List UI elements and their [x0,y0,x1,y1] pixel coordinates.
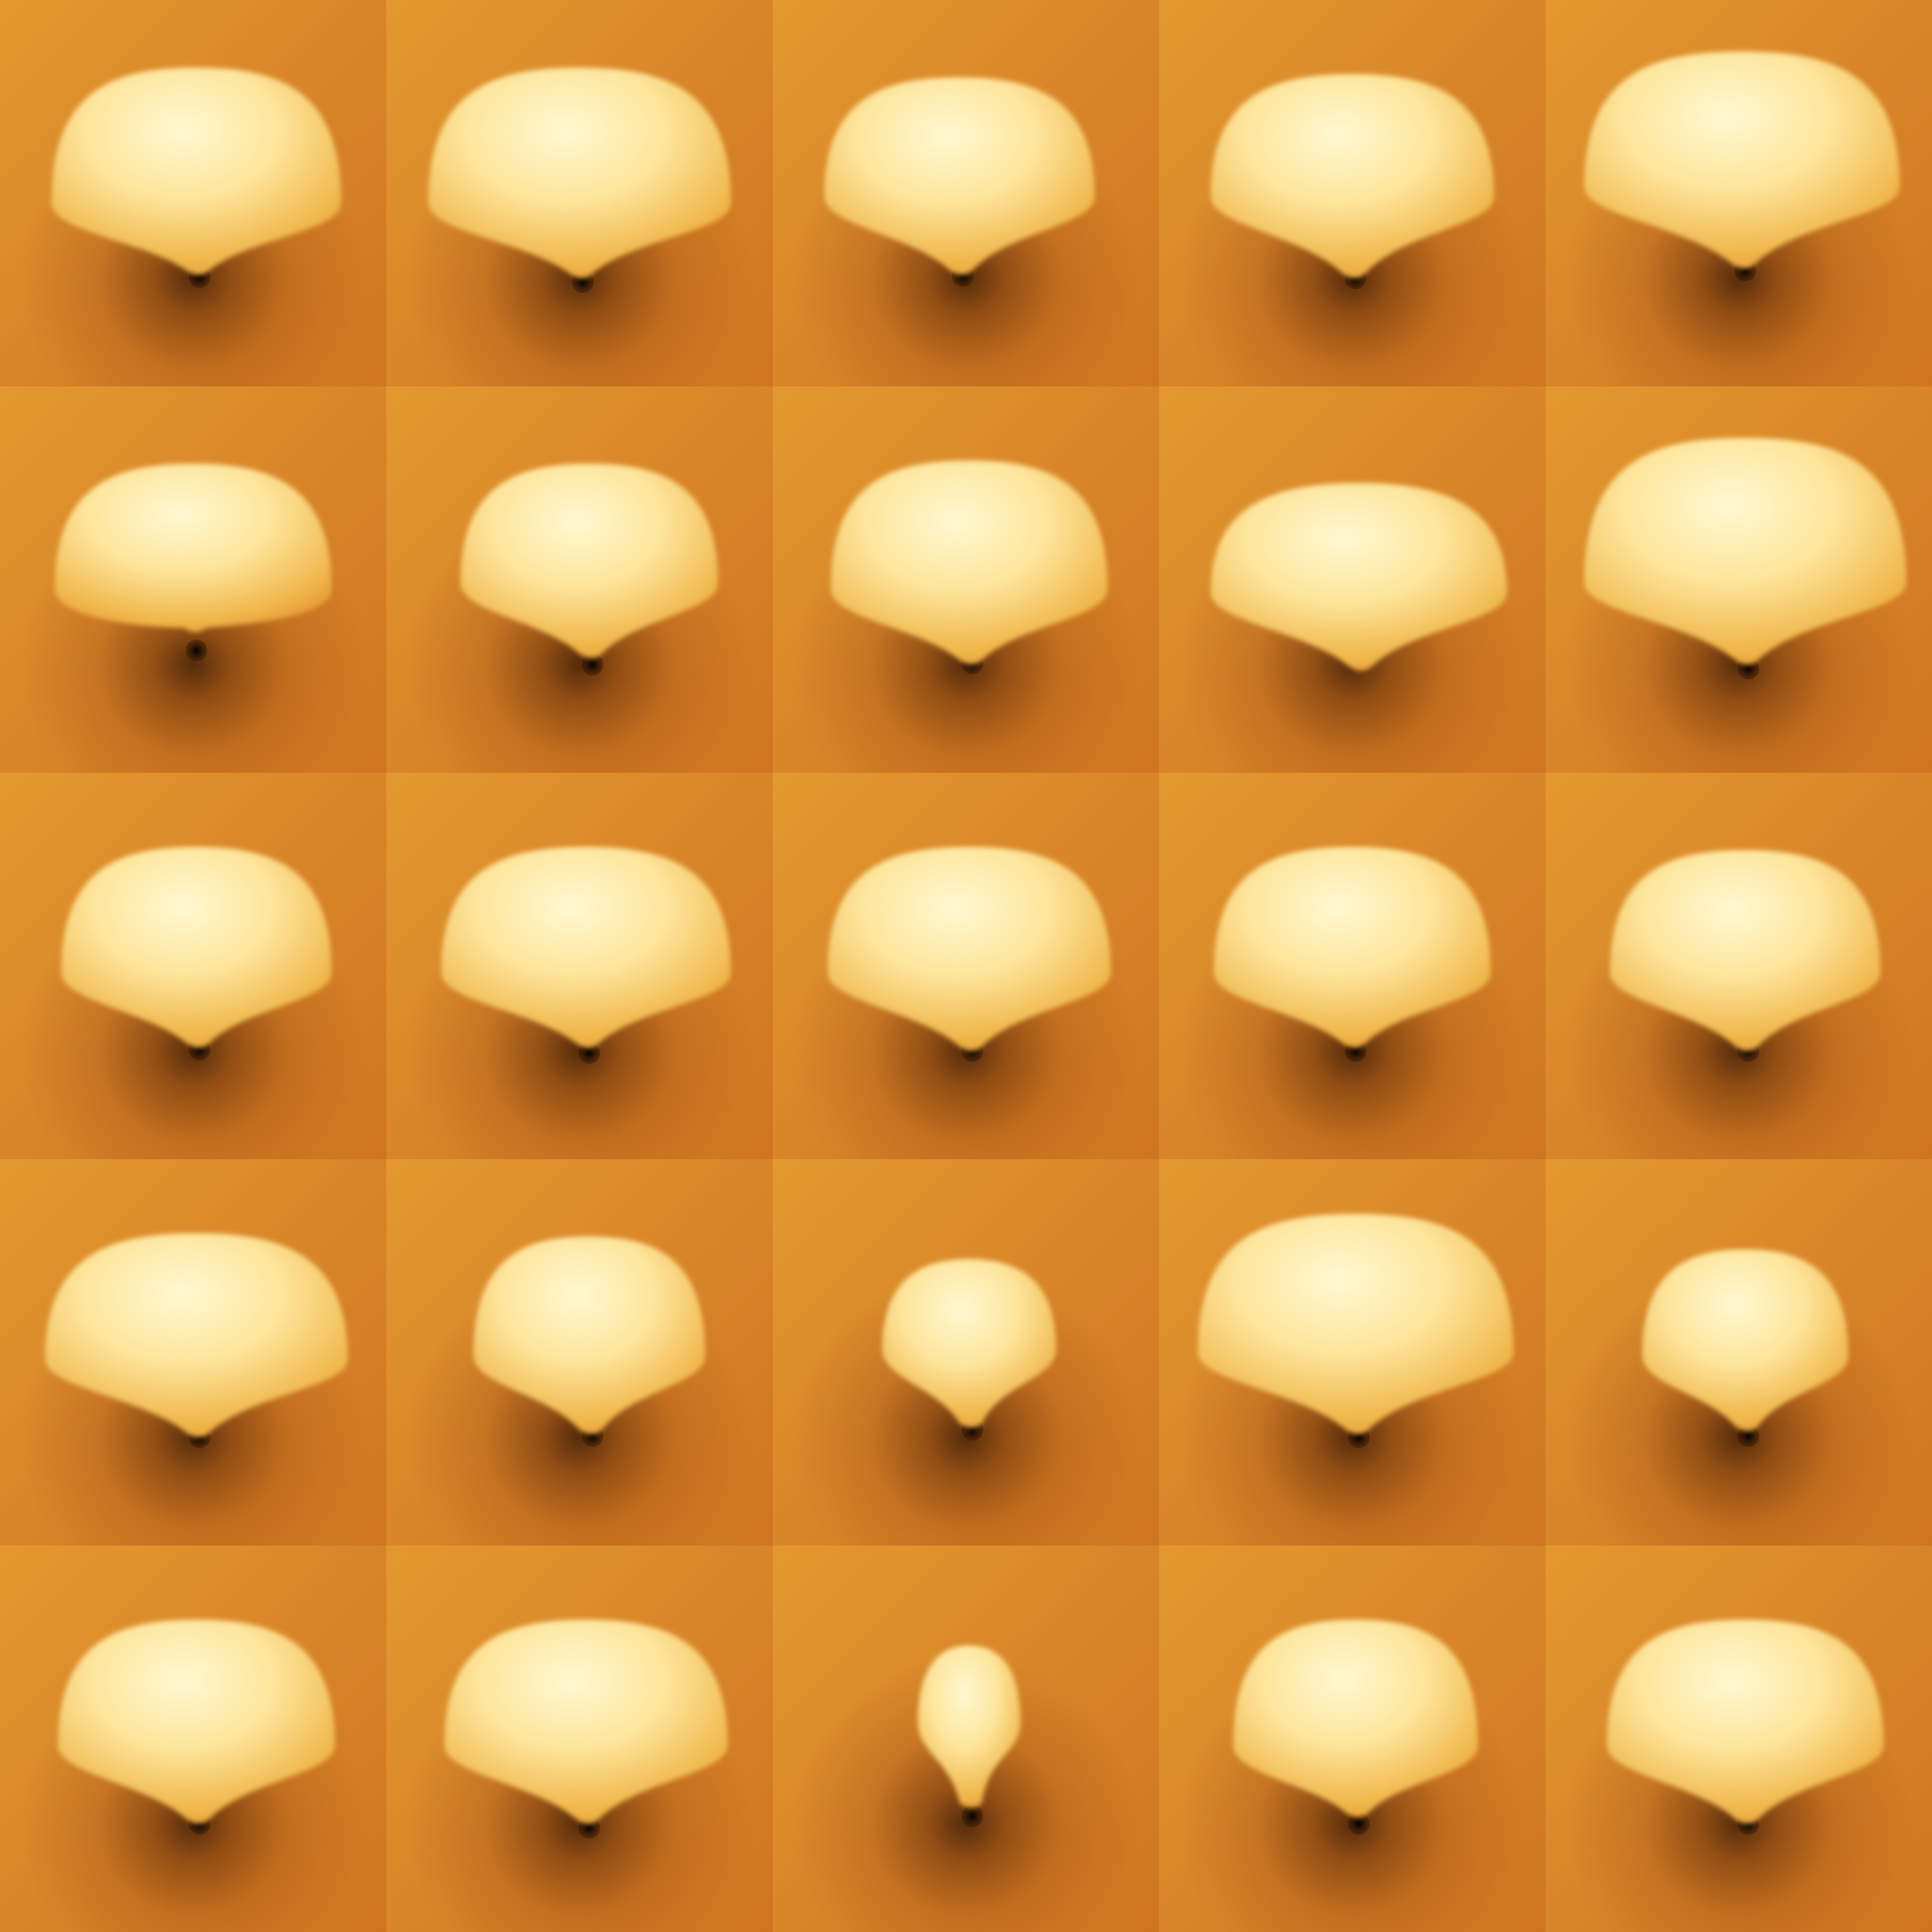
blob-svg [444,1620,728,1824]
tile-r3-c1 [0,773,386,1159]
blob-svg [882,1259,1056,1428]
blob-shape [1642,1249,1848,1431]
blob-shape [1198,1214,1513,1434]
blob-shape [828,847,1111,1051]
blob-shape [441,847,731,1048]
blob-shape [1584,438,1906,665]
tile-r5-c1 [0,1546,386,1932]
tile-r4-c3 [773,1159,1159,1546]
blob-svg [1214,847,1491,1048]
blob-shape [1610,850,1880,1051]
blob-shape [1233,1620,1478,1817]
blob-svg [1610,850,1880,1051]
blob-shape [1214,847,1491,1048]
blob-svg [460,464,718,658]
blob-svg [58,1620,335,1824]
tile-r4-c2 [386,1159,773,1546]
blob-shape [55,464,332,632]
blob-shape [444,1620,728,1824]
tile-r5-c3 [773,1546,1159,1932]
blob-svg [828,847,1111,1051]
blob-svg [1211,483,1507,671]
blob-shape [61,847,332,1048]
blob-shape [918,1645,1021,1808]
blob-svg [824,77,1095,275]
tile-r1-c5 [1546,0,1932,386]
tile-r4-c1 [0,1159,386,1546]
tile-r5-c2 [386,1546,773,1932]
blob-svg [428,68,731,278]
blob-shape [824,77,1095,275]
tile-r4-c4 [1159,1159,1546,1546]
tile-r1-c4 [1159,0,1546,386]
blob-svg [45,1233,348,1437]
blob-shape [1211,483,1507,671]
blob-shape [1211,74,1494,278]
tile-r4-c5 [1546,1159,1932,1546]
blob-shape [1584,52,1900,269]
blob-svg [1642,1249,1848,1431]
tile-r2-c4 [1159,386,1546,773]
blob-svg [1233,1620,1478,1817]
blob-svg [918,1645,1021,1808]
blob-svg [1607,1620,1884,1824]
blob-shape [1607,1620,1884,1824]
blob-svg [441,847,731,1048]
tile-r2-c1 [0,386,386,773]
blob-shape [52,68,341,275]
tile-r1-c1 [0,0,386,386]
tile-r3-c3 [773,773,1159,1159]
blob-shape [45,1233,348,1437]
blob-shape [882,1259,1056,1428]
tile-r5-c4 [1159,1546,1546,1932]
blob-shape [428,68,731,278]
tile-r2-c3 [773,386,1159,773]
blob-svg [831,460,1108,665]
shadow-spot [185,639,207,661]
tile-r5-c5 [1546,1546,1932,1932]
tile-r2-c5 [1546,386,1932,773]
blob-svg [61,847,332,1048]
tile-r1-c2 [386,0,773,386]
shadow-spot [961,1805,983,1827]
tile-r3-c5 [1546,773,1932,1159]
blob-shape [831,460,1108,665]
blob-svg [1211,74,1494,278]
blob-svg [1198,1214,1513,1434]
tile-r1-c3 [773,0,1159,386]
tile-r3-c2 [386,773,773,1159]
blob-svg [55,464,332,632]
blob-svg [1584,52,1900,269]
blob-shape [473,1236,705,1434]
blob-shape [460,464,718,658]
blob-svg [1584,438,1906,665]
blob-svg [52,68,341,275]
blob-shape [58,1620,335,1824]
blob-svg [473,1236,705,1434]
tile-r2-c2 [386,386,773,773]
tile-r3-c4 [1159,773,1546,1159]
